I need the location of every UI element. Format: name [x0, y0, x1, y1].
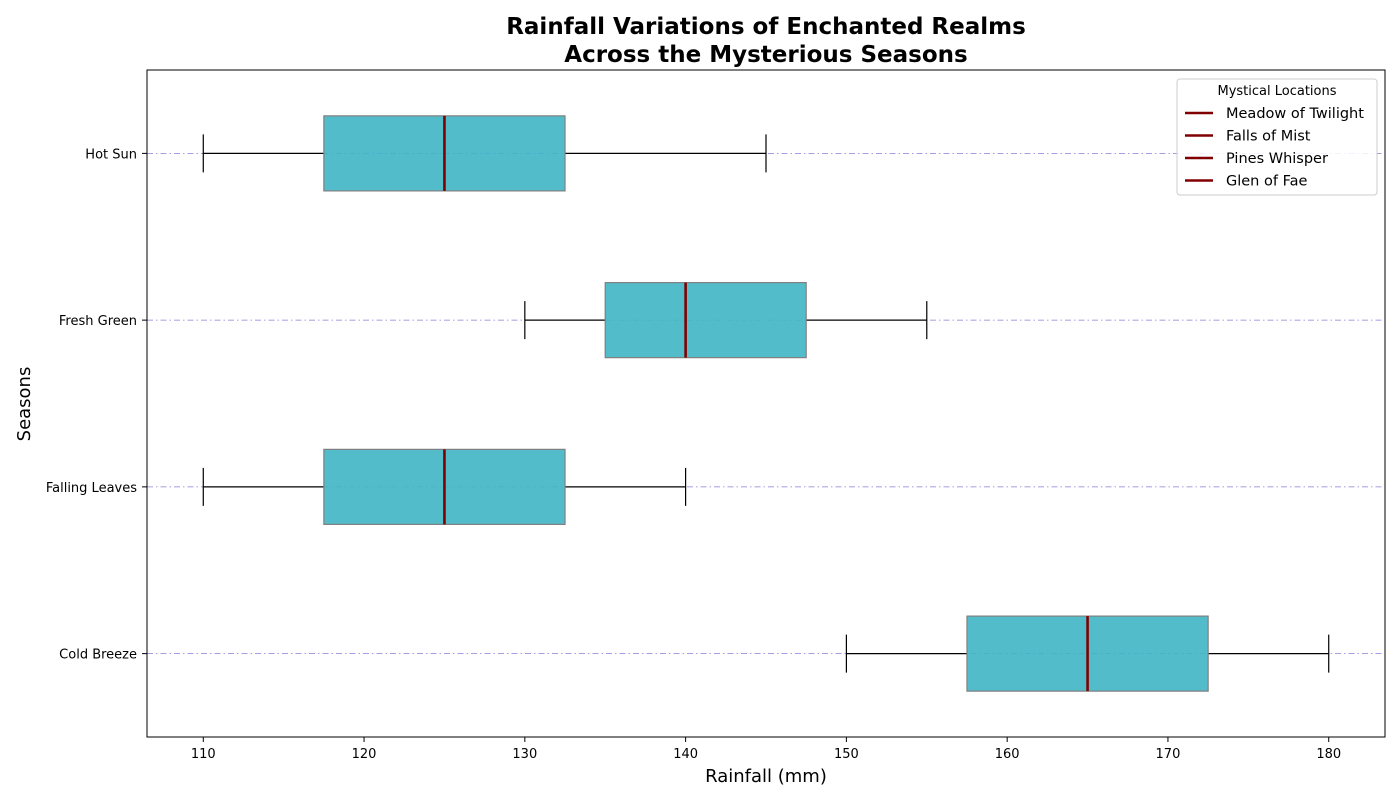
legend-label: Pines Whisper — [1226, 151, 1328, 167]
legend-entries: Meadow of Twilight Falls of Mist Pines Whi… — [1185, 106, 1364, 190]
legend-label: Meadow of Twilight — [1226, 106, 1364, 122]
legend-frame — [1176, 78, 1378, 196]
box-fresh-green — [524, 282, 928, 359]
box-falling-leaves — [202, 448, 687, 525]
box-iqr — [604, 282, 807, 359]
box-hot-sun — [202, 115, 767, 192]
x-tick-label: 150 — [834, 747, 859, 762]
legend-entry: Meadow of Twilight — [1185, 106, 1364, 122]
legend-label: Falls of Mist — [1226, 129, 1311, 145]
x-tick-label: 140 — [673, 747, 698, 762]
legend-entry: Glen of Fae — [1185, 174, 1307, 190]
x-tick-label: 110 — [191, 747, 216, 762]
x-axis-label: Rainfall (mm) — [705, 766, 827, 787]
legend-entry: Pines Whisper — [1185, 151, 1328, 167]
y-tick-label: Fresh Green — [59, 314, 137, 329]
x-axis-ticks: 110 120 130 140 150 160 170 180 — [191, 737, 1341, 762]
y-axis-ticks: Cold Breeze Falling Leaves Fresh Green Hot … — [46, 147, 147, 663]
chart-title-line-2: Across the Mysterious Seasons — [564, 42, 967, 68]
grid-lines — [147, 152, 1385, 655]
legend: Mystical Locations Meadow of Twilight Fal… — [1176, 78, 1378, 196]
plot-area-frame — [146, 69, 1386, 738]
box-cold-breeze — [845, 615, 1330, 692]
x-tick-label: 130 — [512, 747, 537, 762]
x-tick-label: 170 — [1156, 747, 1181, 762]
y-tick-label: Falling Leaves — [46, 481, 137, 496]
legend-entry: Falls of Mist — [1185, 129, 1311, 145]
chart-title-line-1: Rainfall Variations of Enchanted Realms — [506, 14, 1026, 40]
boxes — [202, 115, 1330, 692]
x-tick-label: 180 — [1316, 747, 1341, 762]
y-axis-label: Seasons — [14, 367, 35, 442]
x-tick-label: 120 — [352, 747, 377, 762]
x-tick-label: 160 — [995, 747, 1020, 762]
y-tick-label: Hot Sun — [85, 147, 137, 162]
y-tick-label: Cold Breeze — [59, 648, 137, 663]
legend-title: Mystical Locations — [1217, 84, 1336, 99]
legend-label: Glen of Fae — [1226, 174, 1307, 190]
